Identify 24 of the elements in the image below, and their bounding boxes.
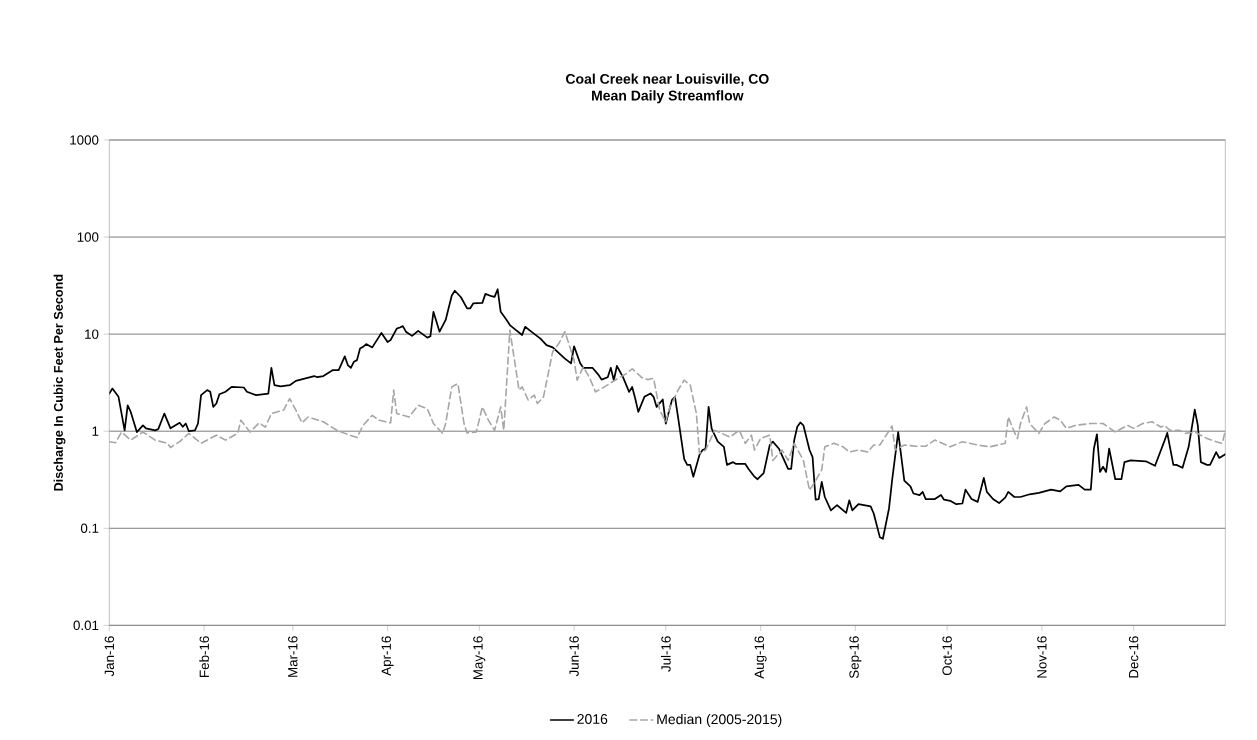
y-tick-label: 1000: [70, 135, 99, 145]
line-series: [109, 329, 1226, 492]
legend-label: Median (2005-2015): [657, 713, 782, 727]
y-tick-label: 10: [85, 329, 99, 339]
y-tick-label: 0.01: [73, 620, 99, 631]
y-axis-title: Discharge In Cubic Feet Per Second: [53, 274, 66, 491]
legend-label: 2016: [577, 714, 608, 725]
x-tick-label: Sep-16: [849, 636, 862, 679]
x-tick-label: Dec-16: [1128, 636, 1139, 678]
x-tick-label: Mar-16: [288, 636, 298, 677]
x-tick-label: Aug-16: [754, 636, 767, 679]
x-tick-label: Nov-16: [1037, 636, 1047, 678]
x-tick-label: Apr-16: [381, 636, 394, 676]
chart-title: Coal Creek near Louisville, CO Mean Daily Streamflow: [565, 73, 769, 104]
y-tick-label: 1: [92, 426, 99, 436]
x-tick-label: May-16: [473, 636, 486, 680]
x-tick-label: Jul-16: [660, 636, 671, 672]
x-tick-label: Oct-16: [942, 636, 952, 676]
y-tick-label: 0.1: [80, 523, 99, 533]
line-series: [109, 288, 1226, 540]
y-tick-label: 100: [77, 232, 99, 242]
x-tick-label: Feb-16: [199, 636, 210, 677]
x-tick-label: Jun-16: [569, 636, 579, 677]
x-tick-label: Jan-16: [104, 636, 115, 677]
